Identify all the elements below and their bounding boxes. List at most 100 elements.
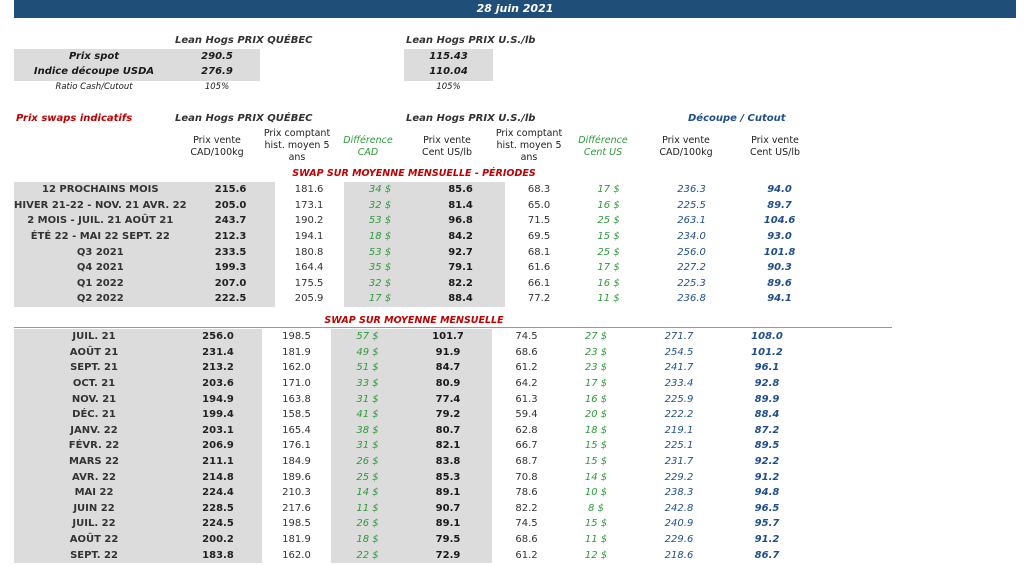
- cut-us-cell: 89.6: [767, 277, 792, 289]
- qc-hist-cell: 164.4: [294, 262, 324, 274]
- qc-hist-cell: 189.6: [282, 471, 311, 483]
- cut-cad-cell: 225.1: [664, 440, 694, 452]
- qc-price-cell: 203.6: [174, 375, 262, 392]
- row-label-cell: Q3 2021: [14, 244, 187, 260]
- qc-diff-cell: 51 $: [331, 360, 404, 376]
- qc-price-cell: 194.9: [174, 391, 262, 407]
- us-hist-cell: 61.3: [515, 393, 538, 405]
- cut-cad-cell: 229.2: [664, 471, 694, 483]
- cut-cad-cell: 218.6: [664, 549, 694, 561]
- cut-cad-cell: 236.8: [677, 293, 706, 305]
- row-label-cell: HIVER 21-22 - NOV. 21 AVR. 22: [14, 197, 187, 214]
- cutout-us-value: 110.04: [429, 66, 468, 77]
- row-label-cell: FÉVR. 22: [14, 438, 174, 454]
- us-hist-cell: 66.7: [515, 440, 538, 452]
- us-hist-cell: 77.2: [527, 293, 551, 305]
- row-label-cell: JUIL. 21: [14, 329, 174, 345]
- cut-cad-cell: 222.2: [664, 409, 694, 421]
- row-label-cell: SEPT. 22: [14, 547, 174, 563]
- qc-diff-cell: 41 $: [331, 406, 404, 423]
- col-us-diff: Différence Cent US: [578, 135, 628, 158]
- qc-diff-cell: 31 $: [331, 391, 404, 407]
- qc-diff-cell: 25 $: [331, 469, 404, 485]
- cut-us-cell: 101.8: [763, 246, 796, 258]
- table-row: 2 MOIS - JUIL. 21 AOÛT 21 243.7 190.2 53 $9…: [14, 213, 820, 229]
- us-hist-cell: 59.4: [515, 409, 538, 421]
- cut-cad-cell: 256.0: [677, 246, 706, 258]
- qc-diff-cell: 49 $: [331, 344, 404, 361]
- qc-hist-cell: 217.6: [282, 502, 311, 514]
- table-row: JUIL. 22 224.5 198.5 26 $89.1 74.5 15 $ 240.9 9…: [14, 516, 807, 532]
- us-hist-cell: 62.8: [515, 424, 538, 436]
- us-hist-cell: 74.5: [515, 518, 538, 530]
- us-hist-cell: 68.1: [527, 246, 551, 258]
- row-label-cell: Q1 2022: [14, 275, 187, 292]
- qc-diff-cell: 38 $: [331, 422, 404, 439]
- cut-us-cell: 101.2: [751, 346, 783, 358]
- table-row: NOV. 21 194.9 163.8 31 $77.4 61.3 16 $ 225.9 89…: [14, 391, 807, 407]
- spot-qc-box: [14, 49, 260, 81]
- qc-price-cell: 233.5: [186, 244, 275, 260]
- cut-us-cell: 93.0: [767, 231, 792, 243]
- qc-diff-cell: 53 $: [343, 213, 417, 229]
- col-qc-hist: Prix comptant hist. moyen 5 ans: [263, 128, 331, 163]
- table-row: JUIL. 21 256.0 198.5 57 $101.7 74.5 27 $ 271.7…: [14, 329, 807, 345]
- cut-cad-cell: 242.8: [664, 502, 694, 514]
- qc-price-cell: 206.9: [174, 438, 262, 454]
- cut-us-cell: 90.3: [767, 262, 792, 274]
- qc-diff-cell: 17 $: [343, 291, 417, 307]
- row-label-cell: ÉTÉ 22 - MAI 22 SEPT. 22: [14, 228, 187, 245]
- qc-diff-cell: 31 $: [331, 438, 404, 454]
- qc-price-cell: 231.4: [174, 344, 262, 361]
- us-diff-cell: 20 $: [584, 409, 608, 421]
- us-price-cell: 85.3: [404, 469, 492, 485]
- table-row: AOÛT 21 231.4 181.9 49 $91.9 68.6 23 $ 254.5 10…: [14, 344, 807, 361]
- cut-cad-cell: 238.3: [664, 487, 694, 499]
- cut-us-cell: 104.6: [763, 215, 796, 227]
- qc-price-cell: 243.7: [186, 213, 275, 229]
- row-label-cell: AOÛT 22: [14, 531, 174, 548]
- us-price-cell: 84.2: [416, 228, 505, 245]
- qc-diff-cell: 35 $: [343, 259, 417, 276]
- table-row: MAI 22 224.4 210.3 14 $89.1 78.6 10 $ 238.3 94.…: [14, 484, 807, 501]
- qc-price-cell: 207.0: [186, 275, 275, 292]
- cut-us-cell: 88.4: [754, 409, 780, 421]
- ratio-us-value: 105%: [436, 82, 461, 92]
- us-diff-cell: 17 $: [597, 184, 620, 196]
- date-banner: 28 juin 2021: [14, 0, 1016, 18]
- row-label-cell: MARS 22: [14, 453, 174, 470]
- cut-cad-cell: 225.3: [677, 277, 706, 289]
- swaps-group-qc: Lean Hogs PRIX QUÉBEC: [175, 113, 313, 124]
- table-row: FÉVR. 22 206.9 176.1 31 $82.1 66.7 15 $ 225.1 8…: [14, 438, 807, 454]
- ratio-qc-value: 105%: [204, 82, 230, 92]
- us-price-cell: 83.8: [404, 453, 492, 470]
- row-label-cell: AOÛT 21: [14, 344, 174, 361]
- qc-hist-cell: 173.1: [294, 199, 324, 211]
- qc-hist-cell: 171.0: [282, 378, 311, 390]
- us-hist-cell: 65.0: [527, 199, 551, 211]
- qc-hist-cell: 165.4: [282, 424, 311, 436]
- row-label-cell: Q4 2021: [14, 259, 187, 276]
- cut-cad-cell: 236.3: [677, 184, 706, 196]
- qc-hist-cell: 162.0: [282, 362, 311, 374]
- cut-cad-cell: 240.9: [664, 518, 694, 530]
- spot-us-box: [404, 49, 493, 81]
- qc-hist-cell: 184.9: [282, 456, 311, 468]
- us-price-cell: 96.8: [416, 213, 505, 229]
- us-price-cell: 79.1: [416, 259, 505, 276]
- us-hist-cell: 66.1: [527, 277, 551, 289]
- us-price-cell: 79.2: [404, 406, 492, 423]
- cut-us-cell: 96.5: [754, 502, 780, 514]
- us-diff-cell: 25 $: [597, 215, 620, 227]
- us-price-cell: 84.7: [404, 360, 492, 376]
- qc-diff-cell: 34 $: [343, 182, 417, 198]
- qc-diff-cell: 18 $: [343, 228, 417, 245]
- qc-hist-cell: 180.8: [294, 246, 324, 258]
- table-row: ÉTÉ 22 - MAI 22 SEPT. 22 212.3 194.1 18 $84…: [14, 228, 820, 245]
- qc-hist-cell: 205.9: [294, 293, 324, 305]
- swaps-title: Prix swaps indicatifs: [16, 113, 133, 124]
- cut-cad-cell: 254.5: [664, 346, 694, 358]
- us-hist-cell: 69.5: [527, 231, 551, 243]
- us-hist-cell: 78.6: [515, 487, 538, 499]
- swaps-group-us: Lean Hogs PRIX U.S./lb: [406, 113, 536, 124]
